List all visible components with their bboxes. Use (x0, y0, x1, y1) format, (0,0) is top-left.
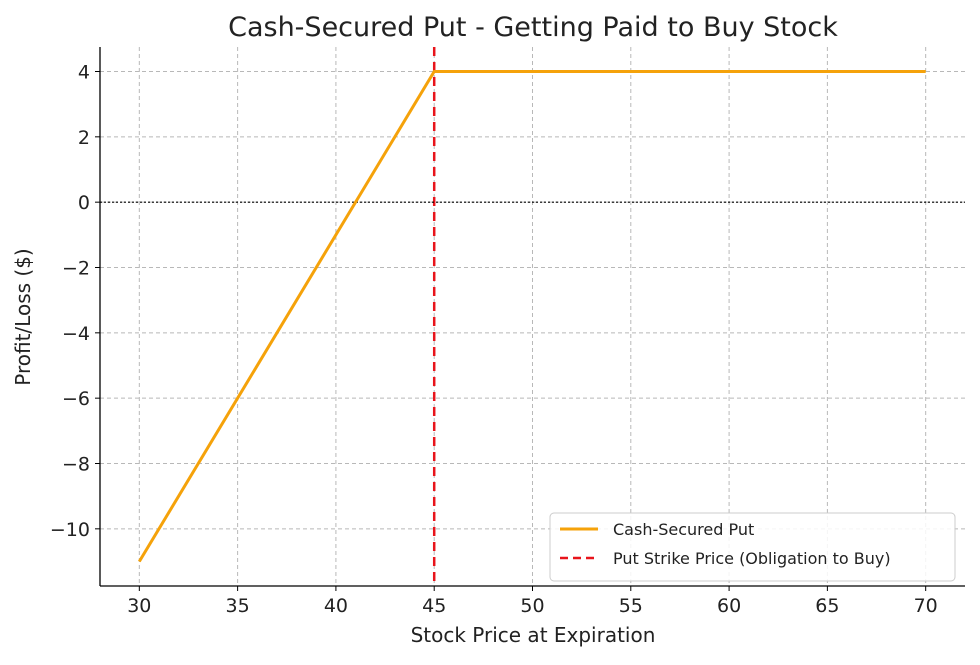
grid (100, 47, 965, 586)
legend-label-cash-secured-put: Cash-Secured Put (613, 520, 754, 539)
x-tick-label: 40 (324, 595, 348, 617)
x-tick-label: 35 (226, 595, 250, 617)
x-tick-label: 55 (619, 595, 643, 617)
y-tick-label: 2 (78, 127, 90, 149)
x-axis-label: Stock Price at Expiration (411, 623, 656, 647)
legend-label-put-strike: Put Strike Price (Obligation to Buy) (613, 549, 891, 568)
series-layer (138, 70, 926, 563)
y-tick-label: 4 (78, 62, 90, 84)
x-tick-label: 70 (914, 595, 938, 617)
y-tick-label: −2 (62, 258, 90, 280)
reference-lines (100, 47, 965, 586)
y-tick-label: −10 (50, 519, 90, 541)
x-tick-label: 30 (127, 595, 151, 617)
y-tick-label: 0 (78, 192, 90, 214)
series-line-cash-secured-put (138, 70, 926, 563)
legend-box (549, 512, 956, 582)
y-tick-label: −8 (62, 454, 90, 476)
y-axis-label: Profit/Loss ($) (11, 248, 35, 385)
tick-labels: 30 35 40 45 50 55 60 65 70 4 2 0 −2 −4 −6 −8 −10 (50, 62, 938, 618)
chart-title: Cash-Secured Put - Getting Paid to Buy S… (228, 12, 838, 43)
legend: Cash-Secured Put Put Strike Price (Oblig… (549, 512, 956, 582)
x-tick-label: 60 (717, 595, 741, 617)
x-tick-label: 50 (520, 595, 544, 617)
x-tick-label: 45 (422, 595, 446, 617)
axes (95, 47, 965, 591)
x-tick-label: 65 (815, 595, 839, 617)
y-tick-label: −6 (62, 388, 90, 410)
y-tick-label: −4 (62, 323, 90, 345)
